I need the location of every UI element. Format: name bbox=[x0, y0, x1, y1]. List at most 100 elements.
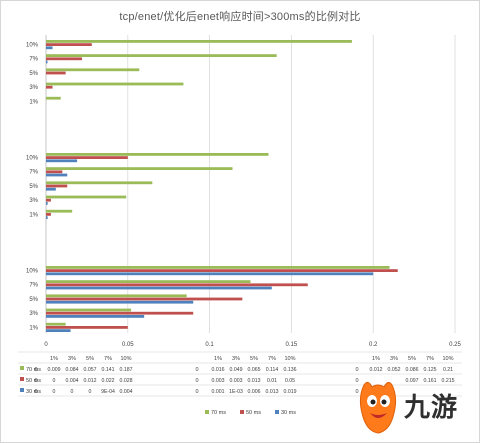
table-value-cell: 0 bbox=[71, 389, 74, 395]
table-value-cell: 0.215 bbox=[442, 378, 455, 384]
table-value-cell: 0.161 bbox=[424, 378, 437, 384]
bar bbox=[46, 322, 66, 326]
bar bbox=[46, 82, 184, 86]
bar bbox=[46, 96, 61, 100]
table-header-cell: 7% bbox=[104, 356, 112, 362]
table-zero-cell: 0 bbox=[355, 378, 358, 384]
watermark-text: 九游 bbox=[404, 393, 459, 423]
table-value-cell: 0.084 bbox=[66, 367, 79, 373]
bar bbox=[46, 283, 308, 287]
table-value-cell: 0.114 bbox=[266, 367, 279, 373]
y-tick-label: 10% bbox=[26, 156, 39, 162]
table-value-cell: 0.016 bbox=[212, 367, 225, 373]
bar bbox=[46, 294, 187, 298]
table-value-cell: 1E-03 bbox=[229, 389, 243, 395]
table-value-cell: 0.013 bbox=[248, 378, 261, 384]
table-value-cell: 0.028 bbox=[120, 378, 133, 384]
bar bbox=[46, 173, 68, 177]
bar bbox=[46, 167, 233, 170]
table-legend-key bbox=[20, 388, 24, 392]
bar bbox=[46, 266, 390, 269]
bar bbox=[46, 326, 128, 329]
table-header-cell: 1% bbox=[372, 356, 380, 362]
bar bbox=[46, 68, 140, 72]
table-zero-cell: 0 bbox=[195, 389, 198, 395]
legend-key bbox=[240, 410, 244, 414]
bar bbox=[46, 40, 352, 43]
table-header-cell: 5% bbox=[250, 356, 258, 362]
bar bbox=[46, 216, 48, 219]
bar bbox=[46, 153, 269, 156]
bar bbox=[46, 181, 153, 185]
table-header-cell: 7% bbox=[426, 356, 434, 362]
table-value-cell: 0.003 bbox=[212, 378, 225, 384]
table-value-cell: 0.012 bbox=[84, 378, 97, 384]
bar bbox=[46, 329, 71, 332]
table-value-cell: 9E-04 bbox=[101, 389, 115, 395]
table-value-cell: 0.086 bbox=[406, 367, 419, 373]
bar bbox=[46, 198, 51, 202]
table-series-name: 50 ms bbox=[26, 378, 41, 384]
table-value-cell: 0.097 bbox=[406, 378, 419, 384]
y-tick-label: 10% bbox=[26, 269, 39, 275]
x-tick-label: 0 bbox=[44, 342, 48, 348]
table-value-cell: 0.022 bbox=[102, 378, 115, 384]
table-value-cell: 0.001 bbox=[212, 389, 225, 395]
legend-key bbox=[275, 410, 279, 414]
table-zero-cell: 0 bbox=[34, 378, 37, 384]
table-header-cell: 5% bbox=[86, 356, 94, 362]
bar bbox=[46, 272, 374, 276]
bar bbox=[46, 57, 82, 61]
table-header-cell: 1% bbox=[214, 356, 222, 362]
bar bbox=[46, 297, 243, 301]
bar bbox=[46, 311, 194, 315]
bar bbox=[46, 315, 145, 318]
table-header-cell: 10% bbox=[442, 356, 453, 362]
bar bbox=[46, 43, 92, 46]
table-header-cell: 10% bbox=[284, 356, 295, 362]
table-zero-cell: 0 bbox=[195, 367, 198, 373]
legend-label: 70 ms bbox=[211, 410, 226, 416]
table-header-cell: 3% bbox=[68, 356, 76, 362]
table-value-cell: 0.21 bbox=[443, 367, 453, 373]
y-tick-label: 5% bbox=[29, 184, 38, 190]
table-value-cell: 0.187 bbox=[120, 367, 133, 373]
bar bbox=[46, 159, 78, 163]
table-zero-cell: 0 bbox=[355, 367, 358, 373]
table-value-cell: 0.125 bbox=[424, 367, 437, 373]
table-header-cell: 3% bbox=[390, 356, 398, 362]
x-tick-label: 0.15 bbox=[286, 342, 298, 348]
table-value-cell: 0.003 bbox=[230, 378, 243, 384]
table-value-cell: 0 bbox=[89, 389, 92, 395]
chart-title: tcp/enet/优化后enet响应时间>300ms的比例对比 bbox=[119, 11, 361, 23]
table-value-cell: 0.004 bbox=[120, 389, 133, 395]
table-value-cell: 0.019 bbox=[284, 389, 297, 395]
legend-key bbox=[205, 410, 209, 414]
table-header-cell: 10% bbox=[120, 356, 131, 362]
y-tick-label: 1% bbox=[29, 99, 38, 105]
y-tick-label: 5% bbox=[29, 71, 38, 77]
bar bbox=[46, 184, 68, 188]
table-value-cell: 0.065 bbox=[248, 367, 261, 373]
bar bbox=[46, 195, 127, 199]
bar bbox=[46, 269, 398, 272]
table-value-cell: 0.136 bbox=[284, 367, 297, 373]
y-tick-label: 7% bbox=[29, 170, 38, 176]
table-zero-cell: 0 bbox=[195, 378, 198, 384]
table-value-cell: 0.049 bbox=[230, 367, 243, 373]
bar bbox=[46, 280, 251, 283]
table-value-cell: 0.057 bbox=[84, 367, 97, 373]
table-value-cell: 0.05 bbox=[285, 378, 295, 384]
legend-label: 50 ms bbox=[246, 410, 261, 416]
bar bbox=[46, 213, 51, 216]
y-tick-label: 3% bbox=[29, 311, 38, 317]
mascot-icon bbox=[359, 381, 397, 434]
table-value-cell: 0.013 bbox=[266, 389, 279, 395]
table-zero-cell: 0 bbox=[34, 389, 37, 395]
table-value-cell: 0.012 bbox=[370, 367, 383, 373]
bar bbox=[46, 60, 48, 64]
table-zero-cell: 0 bbox=[355, 389, 358, 395]
table-header-cell: 3% bbox=[232, 356, 240, 362]
table-value-cell: 0 bbox=[53, 378, 56, 384]
